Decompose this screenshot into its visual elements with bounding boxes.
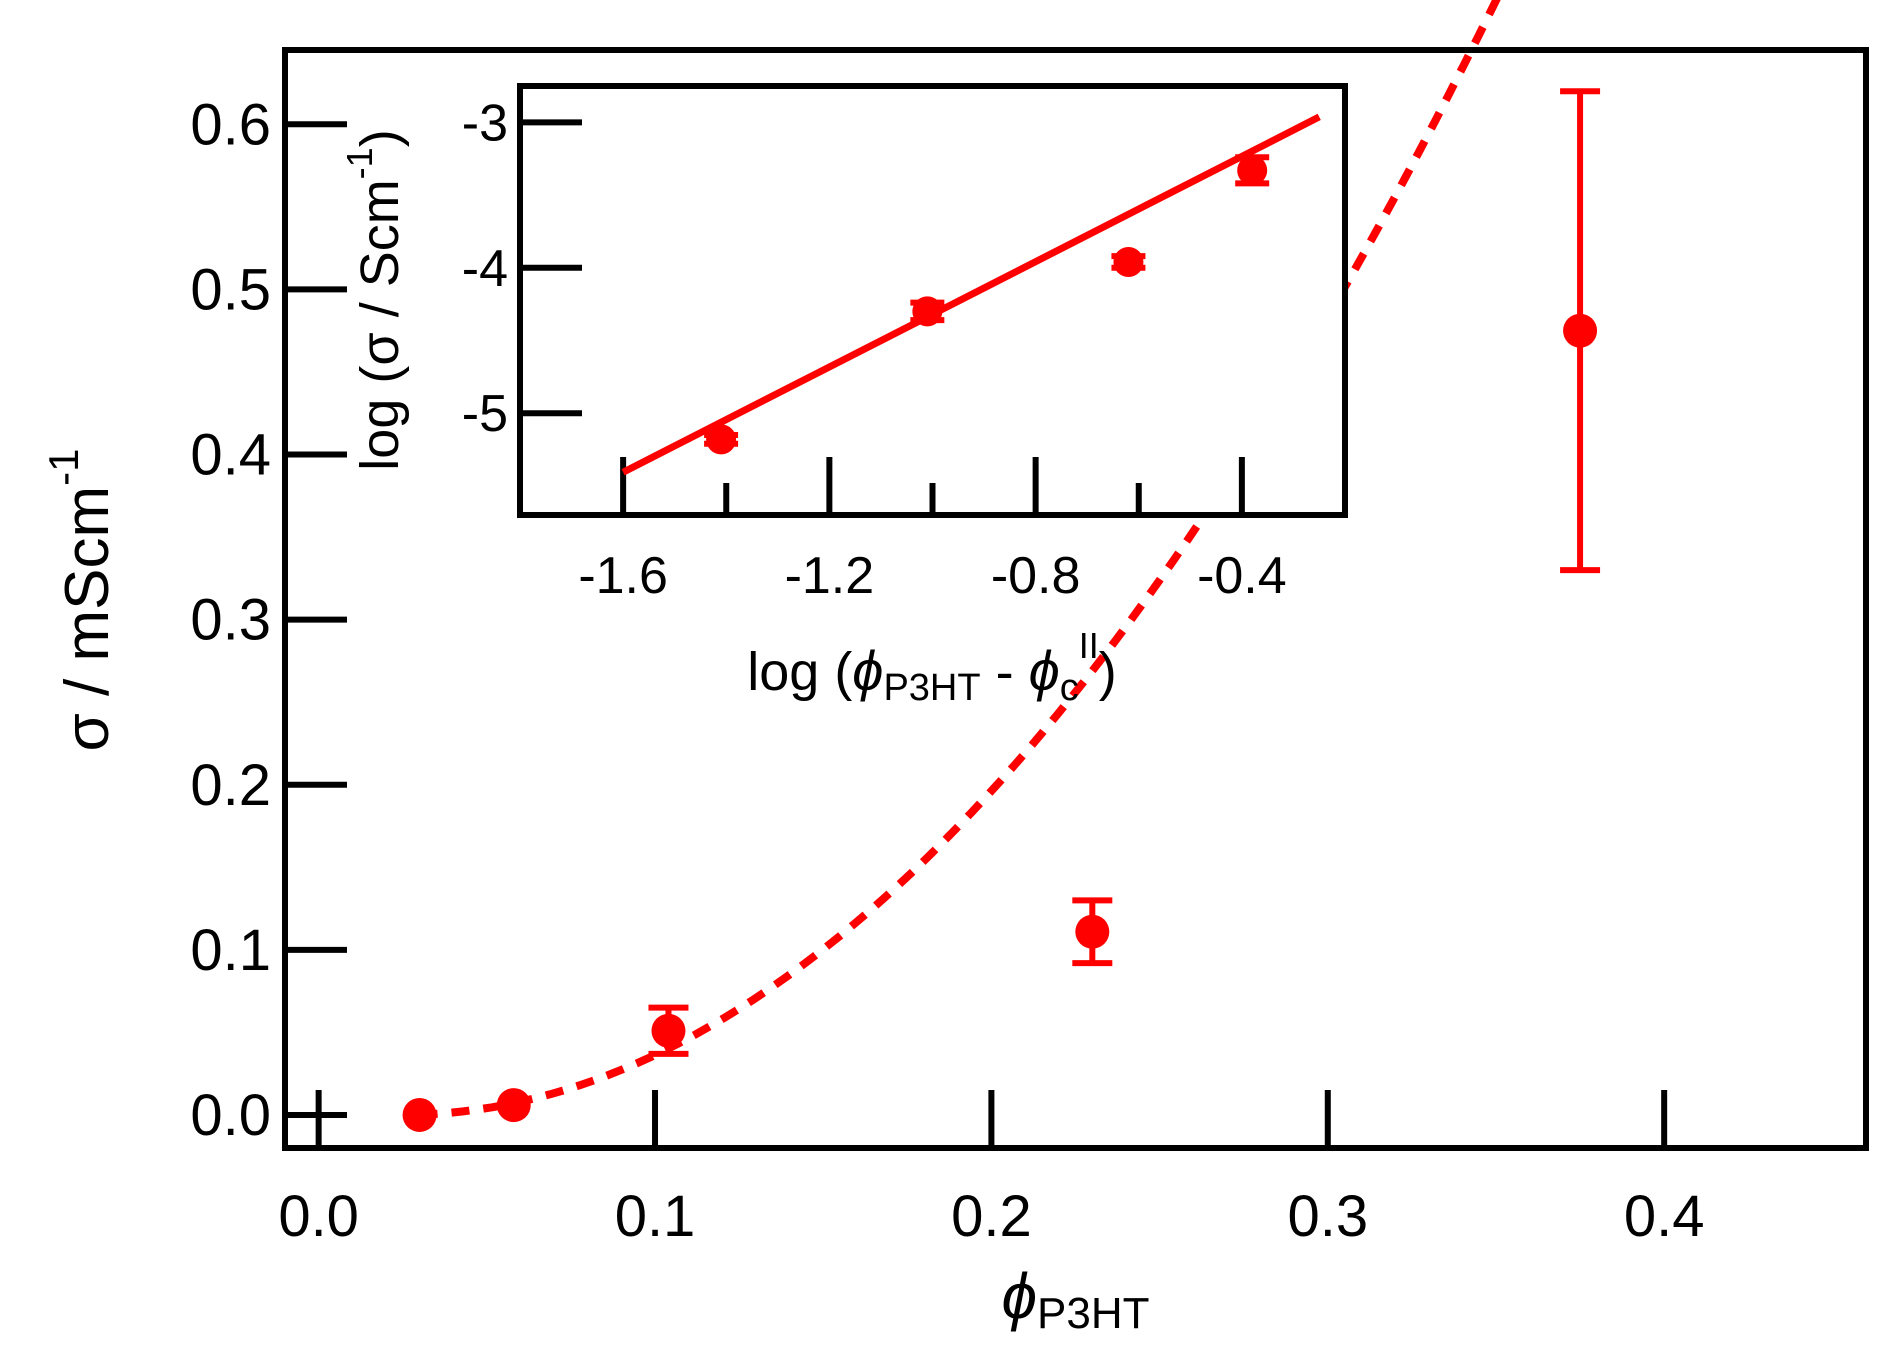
main-data-point-5 xyxy=(1560,88,1601,574)
main-y-axis-label: σ / mScm-1 xyxy=(40,449,122,752)
main-x-axis-subscript: P3HT xyxy=(1037,1289,1149,1338)
inset-data-marker xyxy=(912,296,943,327)
main-x-tick-label: 0.1 xyxy=(615,1184,696,1249)
inset-data-point-2 xyxy=(910,296,945,327)
main-x-axis-label: ϕP3HT xyxy=(1001,1260,1149,1338)
main-y-tick-label: 0.4 xyxy=(190,423,271,488)
inset-x-axis-label: log (ϕP3HT - ϕcII) xyxy=(747,625,1117,709)
inset-x-tick-label: -1.6 xyxy=(578,547,668,605)
main-plot: 0.0 0.1 0.2 0.3 0.40.00.10.20.30.40.50.6ϕP3H… xyxy=(40,0,1869,1338)
inset-x-axis-subscript: P3HT xyxy=(883,667,980,709)
main-data-marker xyxy=(1075,914,1110,949)
inset-x-axis-superscript-2: II xyxy=(1079,625,1099,666)
inset-fit-line xyxy=(621,113,1321,476)
main-data-marker xyxy=(402,1097,437,1132)
main-x-tick-label: 0.4 xyxy=(1624,1184,1705,1249)
inset-y-axis-superscript: -1 xyxy=(339,147,380,179)
main-x-tick-label: 0.0 xyxy=(278,1184,359,1249)
main-data-point-4 xyxy=(1072,897,1113,967)
inset-data-marker xyxy=(706,424,737,455)
inset-x-tick-label: -1.2 xyxy=(785,547,875,605)
main-y-tick-label: 0.6 xyxy=(190,92,271,157)
inset-x-axis-subscript-2: c xyxy=(1060,667,1079,709)
inset-x-axis-symbol-2: ϕ xyxy=(1029,639,1060,702)
main-y-tick-label: 0.3 xyxy=(190,588,271,653)
inset-y-tick-label: -5 xyxy=(462,385,508,443)
main-y-axis-superscript: -1 xyxy=(40,449,87,486)
inset-y-axis-suffix: ) xyxy=(350,129,410,147)
main-plot-frame xyxy=(282,47,1869,1151)
main-y-tick-label: 0.1 xyxy=(190,918,271,983)
main-x-tick-label: 0.2 xyxy=(951,1184,1032,1249)
inset-x-axis-symbol: ϕ xyxy=(852,639,883,702)
main-y-tick-label: 0.5 xyxy=(190,257,271,322)
main-data-point-3 xyxy=(648,1004,689,1057)
inset-data-marker xyxy=(1237,155,1268,186)
inset-y-axis-label: log (σ / Scm-1) xyxy=(339,129,410,470)
inset-x-axis-middle: - xyxy=(981,642,1029,702)
inset-x-axis-prefix: log ( xyxy=(747,642,852,702)
inset-x-tick-label: -0.8 xyxy=(991,547,1081,605)
inset-data-point-3 xyxy=(1111,246,1146,277)
main-data-point-1 xyxy=(402,1097,437,1132)
main-data-marker xyxy=(496,1088,531,1123)
inset-y-axis-text: log (σ / Scm xyxy=(350,179,410,470)
inset-y-tick-label: -4 xyxy=(462,240,508,298)
inset-data-point-4 xyxy=(1235,154,1270,187)
main-y-tick-label: 0.0 xyxy=(190,1083,271,1148)
main-data-marker xyxy=(651,1013,686,1048)
main-data-marker xyxy=(1563,313,1598,348)
main-y-axis-text: σ / mScm xyxy=(53,486,122,752)
main-y-tick-label: 0.2 xyxy=(190,753,271,818)
inset-data-marker xyxy=(1113,246,1144,277)
main-data-point-2 xyxy=(496,1088,531,1123)
main-x-axis-symbol: ϕ xyxy=(1001,1260,1037,1332)
main-fit-curve xyxy=(419,0,1501,1119)
inset-x-tick-label: -0.4 xyxy=(1197,547,1287,605)
inset-x-axis-suffix: ) xyxy=(1099,642,1117,702)
inset-y-tick-label: -3 xyxy=(462,94,508,152)
main-x-tick-label: 0.3 xyxy=(1287,1184,1368,1249)
inset-data-point-1 xyxy=(704,424,739,455)
